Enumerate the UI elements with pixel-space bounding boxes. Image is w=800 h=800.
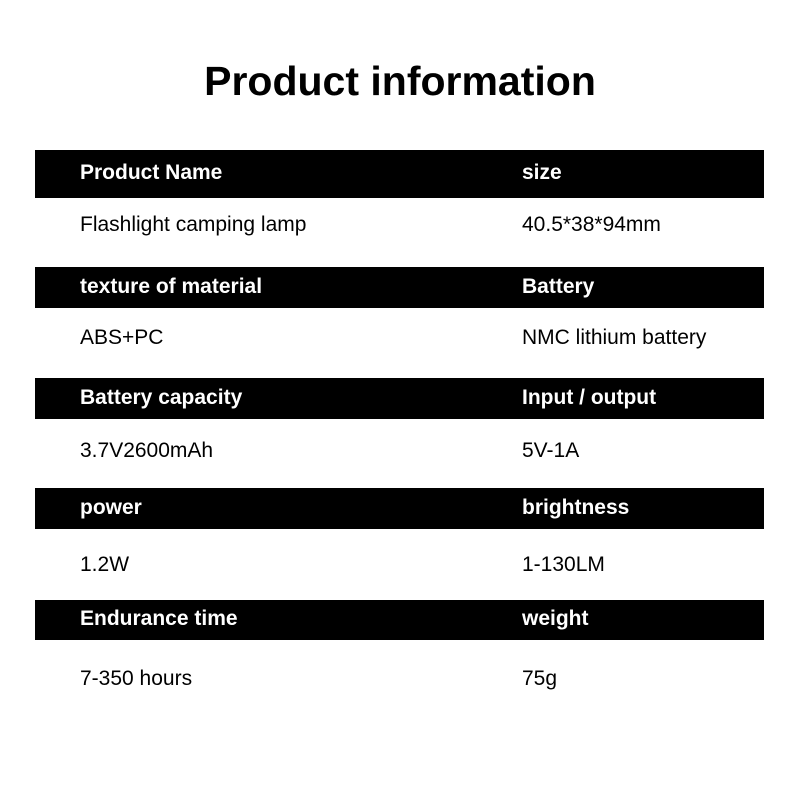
spec-header-row: Product Name size [35, 150, 764, 198]
spec-value: 1-130LM [522, 553, 605, 576]
spec-value: Flashlight camping lamp [80, 213, 307, 236]
spec-label: Battery capacity [80, 385, 243, 409]
spec-label: power [80, 495, 142, 519]
spec-header-row: power brightness [35, 488, 764, 529]
spec-value: 5V-1A [522, 439, 580, 462]
spec-label: texture of material [80, 274, 263, 298]
spec-label: brightness [522, 495, 630, 519]
spec-value: ABS+PC [80, 326, 164, 349]
spec-label: Battery [522, 274, 595, 298]
spec-value: 7-350 hours [80, 667, 193, 690]
spec-label: size [522, 161, 562, 184]
spec-header-row: Endurance time weight [35, 600, 764, 640]
spec-value: 1.2W [80, 553, 130, 576]
spec-label: Input / output [522, 385, 657, 409]
spec-value: NMC lithium battery [522, 326, 707, 349]
page-title: Product information [204, 58, 596, 104]
spec-label: weight [522, 607, 589, 630]
spec-label: Product Name [80, 161, 223, 184]
spec-label: Endurance time [80, 607, 238, 630]
spec-value: 3.7V2600mAh [80, 439, 214, 462]
spec-value: 75g [522, 667, 558, 690]
spec-header-row: texture of material Battery [35, 267, 764, 308]
spec-header-row: Battery capacity Input / output [35, 378, 764, 419]
spec-value: 40.5*38*94mm [522, 213, 661, 236]
